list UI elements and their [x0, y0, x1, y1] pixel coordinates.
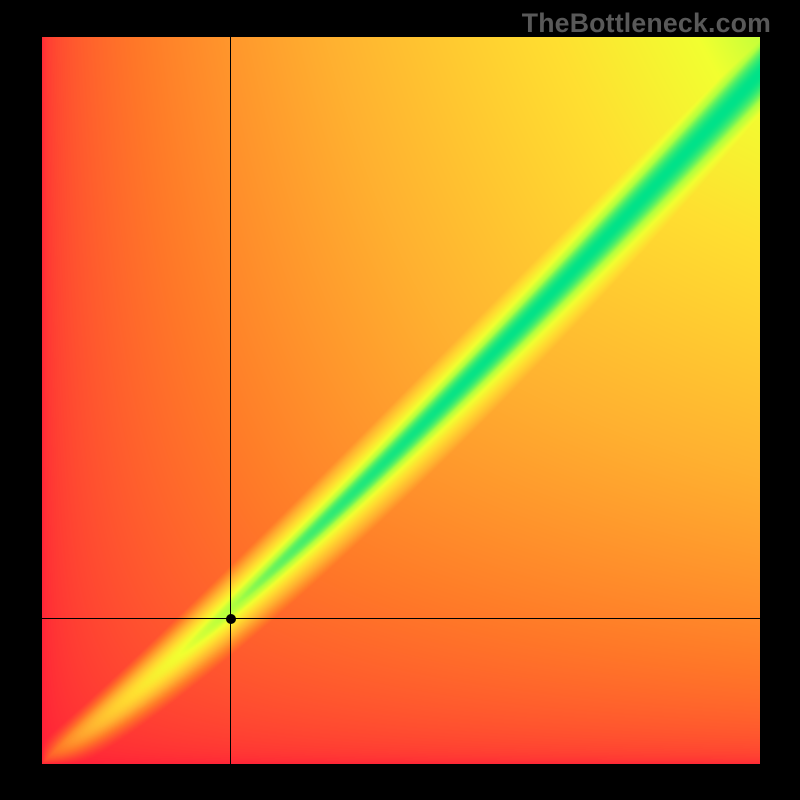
- heatmap-canvas: [42, 37, 760, 764]
- heatmap-plot: [42, 37, 760, 764]
- figure-root: { "figure": { "width_px": 800, "height_p…: [0, 0, 800, 800]
- watermark-text: TheBottleneck.com: [522, 8, 771, 39]
